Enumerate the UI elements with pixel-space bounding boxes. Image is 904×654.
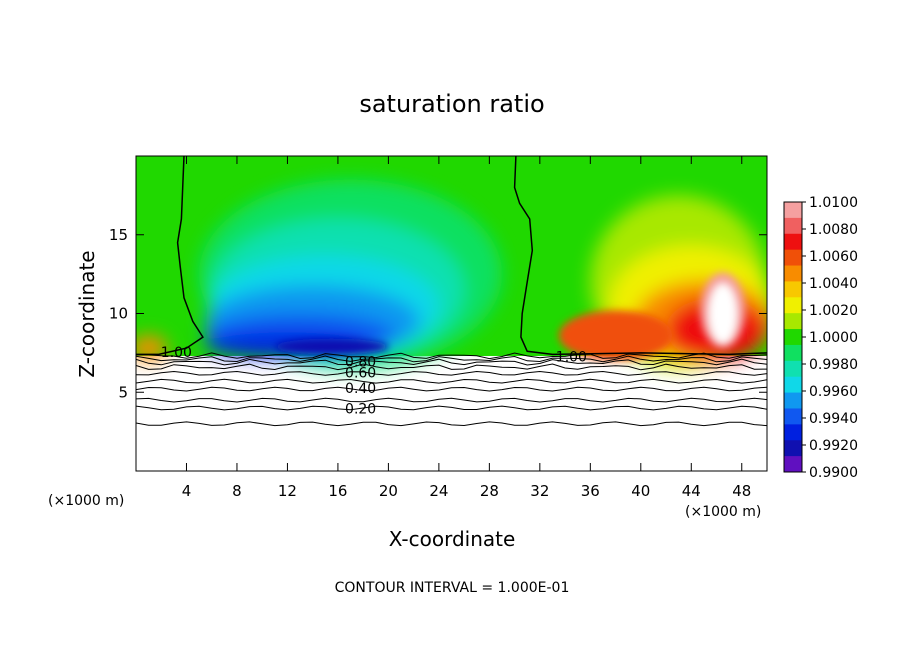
colorbar-label: 1.0100 bbox=[809, 195, 858, 211]
y-tick-label: 15 bbox=[109, 226, 128, 244]
colorbar bbox=[783, 201, 803, 473]
moist-lobe-left bbox=[558, 310, 673, 361]
colorbar-labels: 1.0100 1.0080 1.0060 1.0040 1.0020 1.0000 0.99… bbox=[802, 195, 858, 481]
contour-line-0.4 bbox=[136, 386, 767, 392]
contour-line-0.3 bbox=[136, 397, 767, 403]
contour-line-0.5 bbox=[136, 378, 767, 384]
x-tick-label: 28 bbox=[480, 482, 499, 500]
colorbar-label: 1.0020 bbox=[809, 303, 858, 319]
contour-lines bbox=[136, 156, 767, 427]
colorbar-swatch bbox=[784, 265, 802, 282]
contour-line-0.1 bbox=[136, 421, 767, 427]
colorbar-label: 1.0040 bbox=[809, 276, 858, 292]
x-tick-label: 24 bbox=[429, 482, 448, 500]
x-tick-label: 44 bbox=[682, 482, 701, 500]
colorbar-label: 0.9920 bbox=[809, 438, 858, 454]
colorbar-swatch bbox=[784, 281, 802, 298]
x-unit-right: (×1000 m) bbox=[685, 504, 761, 520]
moist-max-core bbox=[708, 283, 737, 344]
colorbar-swatch bbox=[784, 202, 802, 219]
x-axis-ticks: 4 8 12 16 20 24 28 32 36 40 44 48 bbox=[182, 156, 751, 500]
x-tick-label: 36 bbox=[581, 482, 600, 500]
x-tick-label: 20 bbox=[379, 482, 398, 500]
contour-1.00-left bbox=[136, 156, 204, 356]
contour-label: 0.20 bbox=[345, 402, 376, 418]
contour-1.00-right bbox=[513, 156, 767, 356]
colorbar-label: 1.0000 bbox=[809, 330, 858, 346]
contour-label: 0.60 bbox=[345, 365, 376, 381]
contour-interval-note: CONTOUR INTERVAL = 1.000E-01 bbox=[335, 580, 570, 596]
x-tick-label: 4 bbox=[182, 482, 192, 500]
colorbar-swatch bbox=[784, 360, 802, 378]
colorbar-swatch bbox=[784, 376, 802, 394]
colorbar-label: 0.9900 bbox=[809, 465, 858, 481]
contour-line-0.9 bbox=[136, 355, 767, 363]
colorbar-swatch bbox=[784, 408, 802, 425]
y-tick-label: 5 bbox=[118, 383, 128, 401]
x-axis-label: X-coordinate bbox=[389, 527, 516, 551]
y-tick-label: 10 bbox=[109, 305, 128, 323]
x-tick-label: 16 bbox=[328, 482, 347, 500]
x-tick-label: 40 bbox=[631, 482, 650, 500]
x-tick-label: 48 bbox=[732, 482, 751, 500]
contour-label: 0.80 bbox=[345, 354, 376, 370]
contour-labels: 1.00 1.00 0.800.600.40 0.20 bbox=[161, 345, 587, 418]
below-cloud-base bbox=[136, 356, 767, 471]
contour-label: 0.40 bbox=[345, 381, 376, 397]
colorbar-label: 0.9960 bbox=[809, 384, 858, 400]
colorbar-swatch bbox=[784, 233, 802, 251]
contour-label: 1.00 bbox=[556, 350, 587, 366]
colorbar-swatch bbox=[784, 329, 802, 346]
colorbar-swatch bbox=[784, 344, 802, 362]
chart-title: saturation ratio bbox=[359, 90, 544, 118]
contour-line-0.2 bbox=[136, 405, 767, 411]
contour-line-0.6 bbox=[136, 370, 767, 376]
colorbar-label: 0.9940 bbox=[809, 411, 858, 427]
colorbar-label: 0.9980 bbox=[809, 357, 858, 373]
colorbar-swatch bbox=[784, 313, 802, 330]
colorbar-swatch bbox=[784, 392, 802, 409]
x-tick-label: 8 bbox=[232, 482, 242, 500]
y-axis-ticks: 5 10 15 bbox=[109, 226, 767, 401]
contour-line-0.8 bbox=[136, 358, 767, 366]
y-axis-label: Z-coordinate bbox=[75, 250, 99, 377]
colorbar-swatch bbox=[784, 217, 802, 235]
dry-base-band bbox=[274, 338, 389, 355]
colorbar-label: 1.0080 bbox=[809, 222, 858, 238]
colorbar-swatch bbox=[784, 297, 802, 314]
contour-line-0.7 bbox=[136, 363, 767, 371]
colorbar-label: 1.0060 bbox=[809, 249, 858, 265]
contour-line-1 bbox=[136, 352, 767, 360]
x-unit-left: (×1000 m) bbox=[48, 493, 124, 509]
saturation-field bbox=[136, 156, 767, 471]
contour-label: 1.00 bbox=[161, 345, 192, 361]
colorbar-swatch bbox=[784, 424, 802, 441]
x-tick-label: 32 bbox=[530, 482, 549, 500]
colorbar-swatch bbox=[784, 440, 802, 457]
x-tick-label: 12 bbox=[278, 482, 297, 500]
colorbar-swatch bbox=[784, 249, 802, 267]
colorbar-swatch bbox=[784, 456, 802, 473]
